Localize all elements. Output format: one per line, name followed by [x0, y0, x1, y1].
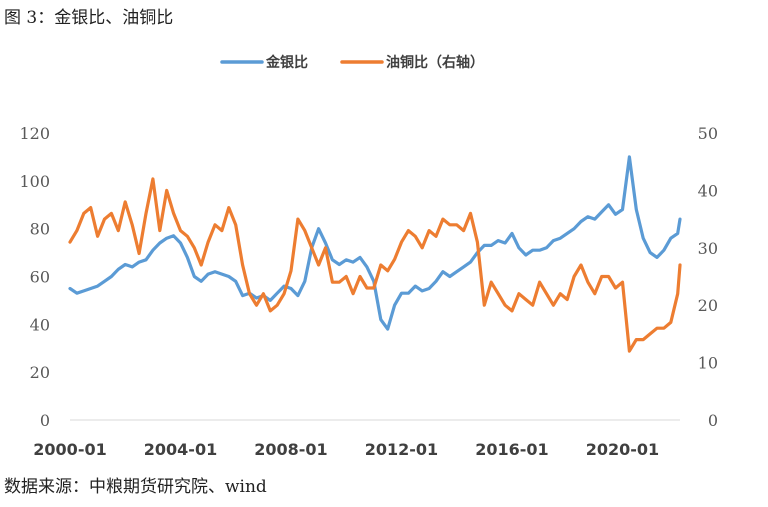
legend-label-2: 油铜比（右轴）: [386, 54, 484, 71]
right-axis-tick-label: 20: [698, 296, 718, 315]
left-axis-tick-label: 120: [19, 124, 50, 143]
legend-label-1: 金银比: [265, 54, 308, 71]
series-line-2: [68, 177, 682, 353]
x-axis-tick-label: 2004-01: [144, 440, 217, 459]
right-axis-tick-label: 40: [698, 181, 718, 200]
x-axis-tick-label: 2020-01: [586, 440, 659, 459]
left-axis-tick-label: 0: [40, 411, 50, 430]
left-axis-tick-label: 20: [30, 363, 50, 382]
x-axis-tick-label: 2000-01: [33, 440, 106, 459]
x-axis-tick-label: 2016-01: [475, 440, 548, 459]
left-axis-tick-label: 40: [30, 315, 50, 334]
right-axis-tick-label: 30: [698, 239, 718, 258]
right-axis-tick-label: 0: [708, 411, 718, 430]
right-axis: 0 10 20 30 40 50: [698, 124, 718, 430]
right-axis-tick-label: 50: [698, 124, 718, 143]
left-axis-tick-label: 80: [30, 220, 50, 239]
series-layer: [68, 155, 682, 353]
left-axis-tick-label: 60: [30, 268, 50, 287]
x-axis-tick-label: 2008-01: [254, 440, 327, 459]
series-line-1: [68, 155, 682, 331]
figure-source: 数据来源：中粮期货研究院、wind: [4, 477, 267, 497]
left-axis-tick-label: 100: [19, 172, 50, 191]
chart-legend: 金银比 油铜比（右轴）: [220, 54, 484, 71]
figure-title: 图 3：金银比、油铜比: [4, 8, 174, 28]
left-axis: 0 20 40 60 80 100 120: [19, 124, 50, 430]
x-axis: 2000-01 2004-01 2008-01 2012-01 2016-01 2020-…: [33, 440, 659, 459]
right-axis-tick-label: 10: [698, 354, 718, 373]
x-axis-tick-label: 2012-01: [365, 440, 438, 459]
